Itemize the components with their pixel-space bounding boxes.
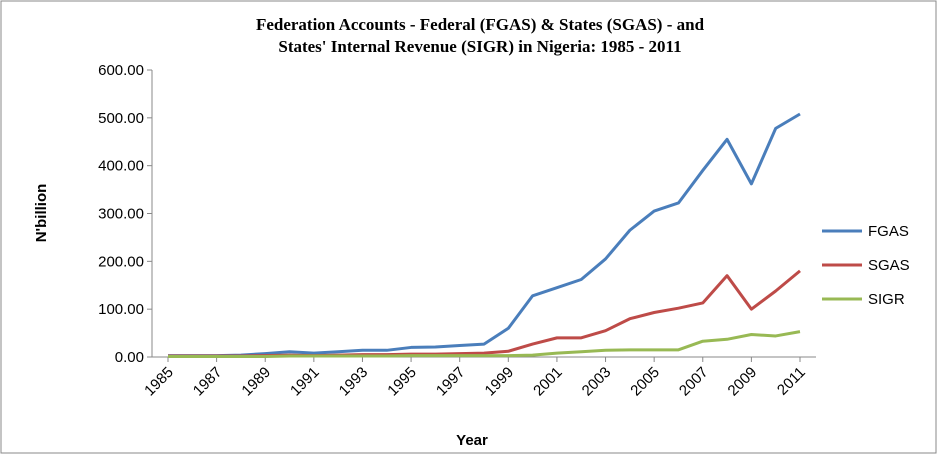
y-tick-label: 300.00 — [98, 206, 144, 223]
y-tick-label: 100.00 — [98, 301, 144, 318]
legend-label: SIGR — [868, 291, 905, 308]
legend-label: SGAS — [868, 257, 910, 274]
y-tick-label: 0.00 — [115, 349, 144, 366]
y-tick-label: 500.00 — [98, 110, 144, 127]
line — [168, 112, 801, 358]
chart-title: States' Internal Revenue (SIGR) in Niger… — [278, 37, 681, 56]
y-tick-label: 600.00 — [98, 62, 144, 79]
y-axis-label: N'billion — [33, 184, 50, 243]
legend-label: FGAS — [868, 223, 909, 240]
line — [168, 330, 801, 359]
chart-title: Federation Accounts - Federal (FGAS) & S… — [256, 15, 705, 34]
x-axis-label: Year — [456, 432, 488, 449]
y-tick-label: 200.00 — [98, 253, 144, 270]
y-tick-label: 400.00 — [98, 158, 144, 175]
